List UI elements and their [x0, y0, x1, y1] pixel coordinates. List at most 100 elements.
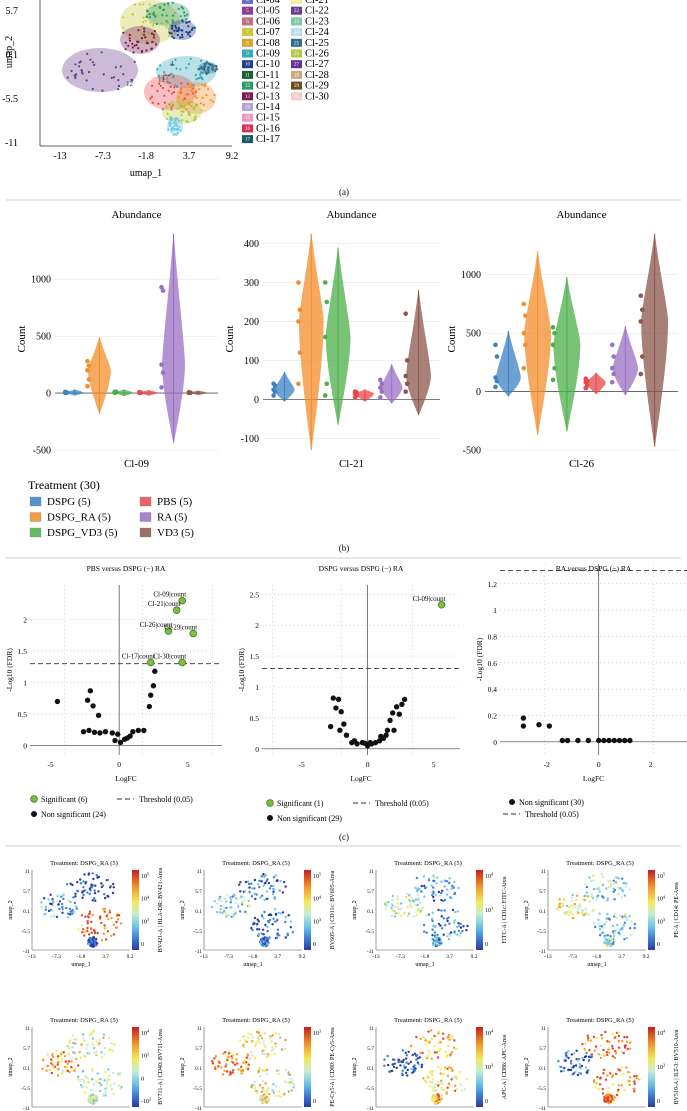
- expression-cell: [220, 1066, 223, 1069]
- expression-cell: [413, 1052, 417, 1056]
- expression-xtick: -1.8: [593, 954, 602, 960]
- expression-cell: [111, 1071, 115, 1075]
- expression-ylabel: umap_2: [8, 1057, 14, 1076]
- expression-cell: [232, 1061, 235, 1064]
- expression-cell: [58, 907, 61, 911]
- expression-cell: [617, 1088, 620, 1092]
- cluster-cell: [66, 76, 69, 79]
- cluster-cell: [171, 21, 174, 24]
- expression-cell: [214, 1055, 218, 1058]
- expression-cell: [611, 1033, 614, 1036]
- legend-label: Cl-16: [256, 123, 280, 134]
- expression-cell: [576, 910, 579, 913]
- volcano-point-nonsig: [616, 737, 623, 744]
- expression-cell: [79, 878, 82, 881]
- expression-cell: [276, 1069, 279, 1072]
- cluster-cell: [117, 84, 121, 87]
- expression-cell: [424, 1079, 427, 1082]
- expression-cell: [226, 1058, 229, 1062]
- cluster-cell: [167, 4, 170, 7]
- umap-xlabel: umap_1: [130, 168, 162, 179]
- expression-cell: [107, 918, 110, 921]
- expression-cell: [442, 1073, 445, 1076]
- expression-cell: [597, 922, 600, 925]
- legend-label: Cl-15: [256, 113, 280, 124]
- legend-threshold-label: Threshold (0.05): [375, 799, 429, 808]
- expression-cell: [625, 917, 629, 920]
- violin-point: [296, 381, 301, 387]
- expression-cell: [238, 1039, 242, 1042]
- volcano-point-sig: [146, 658, 155, 667]
- expression-cell: [71, 1034, 75, 1037]
- expression-cell: [93, 942, 97, 946]
- expression-cell: [62, 1051, 65, 1054]
- cluster-cell: [176, 128, 179, 131]
- expression-cell: [440, 909, 443, 912]
- expression-cell: [620, 1084, 623, 1087]
- expression-ytick: -5.5: [21, 1086, 30, 1092]
- expression-cell: [432, 1086, 435, 1089]
- cluster-cell: [143, 33, 146, 36]
- umap-ytick: 5.7: [6, 6, 19, 17]
- legend-swatch-number: 7: [246, 31, 249, 36]
- legend-swatch-number: 5: [246, 9, 249, 14]
- expression-cell: [561, 902, 565, 905]
- expression-cell: [91, 1042, 95, 1046]
- cluster-cell: [169, 85, 172, 88]
- expression-cell: [396, 906, 400, 909]
- expression-cell: [622, 1051, 625, 1055]
- expression-cell: [274, 1045, 277, 1049]
- expression-cell: [225, 900, 228, 903]
- expression-cell: [594, 1045, 598, 1048]
- expression-cell: [277, 1090, 281, 1093]
- expression-cell: [431, 1081, 434, 1084]
- expression-cell: [404, 895, 408, 899]
- expression-cell: [226, 1053, 230, 1057]
- cluster-cell: [167, 128, 170, 131]
- expression-cell: [94, 1101, 98, 1104]
- volcano-ytick: 0.5: [250, 714, 260, 723]
- expression-cell: [606, 1053, 609, 1057]
- legend-nonsig-label: Non significant (30): [519, 798, 584, 807]
- expression-ytick: 11: [197, 869, 203, 875]
- expression-cell: [430, 884, 433, 887]
- expression-cell: [434, 893, 437, 897]
- expression-cell: [264, 1053, 267, 1056]
- expression-cell: [413, 915, 416, 918]
- cluster-cell: [145, 49, 148, 52]
- expression-cell: [416, 913, 419, 917]
- expression-cell: [52, 1061, 55, 1065]
- cluster-cell: [171, 14, 175, 17]
- expression-cell: [43, 897, 46, 900]
- expression-cell: [630, 920, 633, 923]
- expression-cell: [430, 1037, 434, 1040]
- cluster-cell: [169, 122, 172, 125]
- expression-cell: [605, 1051, 609, 1054]
- cluster-cell: [188, 114, 191, 117]
- expression-cell: [89, 927, 93, 930]
- expression-cell: [410, 1067, 413, 1071]
- expression-xtick: -7.3: [396, 954, 405, 960]
- cluster-cell: [140, 37, 144, 40]
- violin-point: [611, 354, 617, 359]
- expression-cell: [243, 1039, 247, 1042]
- legend-label: Cl-10: [256, 59, 280, 70]
- expression-colorbar-tick: 0: [485, 942, 488, 948]
- cluster-cell: [199, 71, 202, 74]
- expression-cell: [223, 1069, 226, 1072]
- expression-cell: [245, 1040, 248, 1044]
- expression-cell: [575, 1049, 578, 1053]
- cluster-cell: [176, 132, 179, 135]
- expression-cell: [100, 1051, 103, 1054]
- violin-point: [493, 342, 498, 348]
- panel-d-expression-umaps: Treatment: DSPG_RA (5)115.70.1-5.5-11-13…: [8, 860, 680, 1111]
- cluster-cell: [93, 63, 96, 66]
- expression-cell: [413, 1069, 416, 1072]
- cluster-cell: [212, 65, 215, 68]
- expression-cell: [284, 1038, 287, 1042]
- expression-cell: [617, 931, 620, 934]
- expression-cell: [432, 899, 436, 902]
- expression-cell: [399, 902, 403, 905]
- expression-cell: [287, 1090, 290, 1093]
- volcano-ytick: 0.5: [18, 710, 28, 719]
